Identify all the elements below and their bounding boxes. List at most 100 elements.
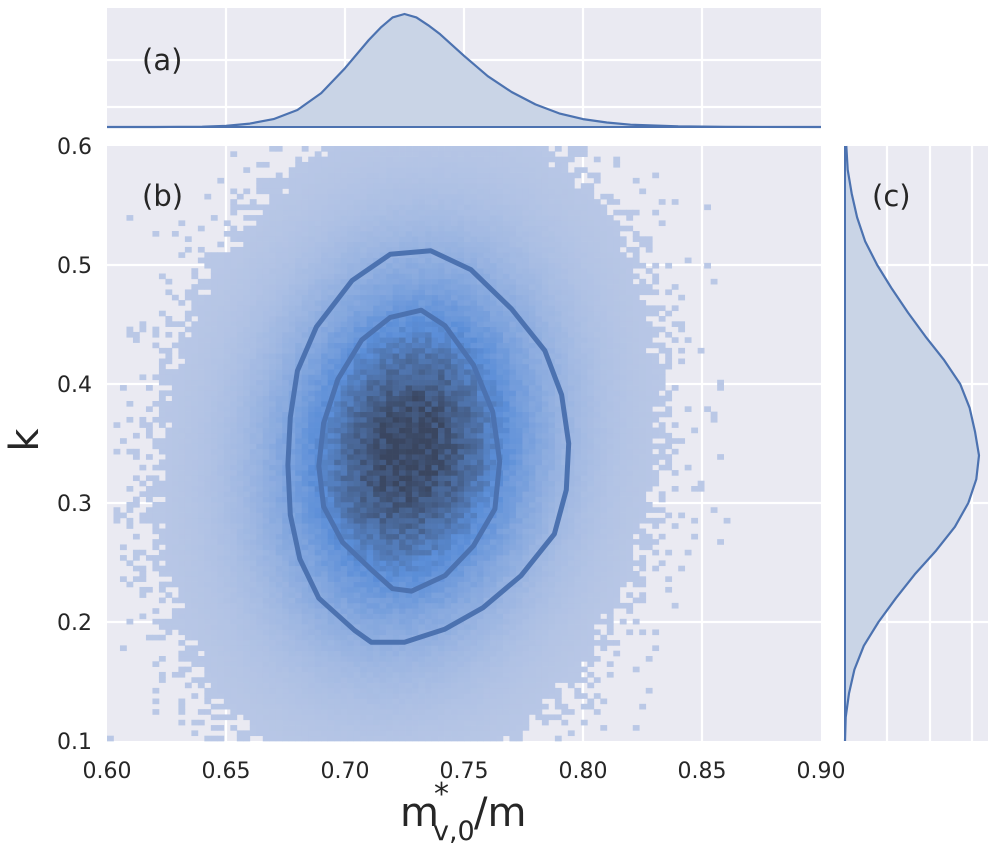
hist2d-bin (438, 602, 445, 609)
hist2d-bin (360, 363, 367, 370)
hist2d-bin (431, 703, 439, 710)
hist2d-bin (204, 549, 212, 556)
hist2d-bin (347, 379, 354, 386)
hist2d-bin (470, 586, 478, 593)
hist2d-bin (444, 671, 452, 678)
hist2d-bin (340, 252, 348, 258)
hist2d-bin (256, 533, 264, 540)
hist2d-bin (269, 241, 277, 248)
hist2d-bin (373, 363, 380, 370)
hist2d-bin (412, 693, 419, 699)
hist2d-bin (269, 262, 277, 269)
hist2d-bin (334, 507, 342, 513)
hist2d-bin (373, 719, 380, 726)
hist2d-bin (386, 353, 393, 359)
hist2d-bin (405, 735, 413, 742)
hist2d-bin (223, 523, 231, 529)
hist2d-bin (412, 146, 419, 152)
hist2d-bin (197, 331, 205, 338)
hist2d-bin (353, 677, 361, 683)
hist2d-bin (314, 156, 322, 163)
hist2d-bin (327, 294, 335, 301)
hist2d-bin (438, 438, 445, 444)
hist2d-bin (295, 156, 303, 163)
hist2d-bin (399, 507, 406, 513)
hist2d-bin (256, 183, 264, 189)
hist2d-bin (236, 682, 244, 689)
hist2d-bin (249, 539, 257, 545)
hist2d-bin (295, 278, 303, 285)
hist2d-bin (230, 501, 238, 508)
hist2d-bin (314, 310, 322, 317)
hist2d-bin (321, 215, 329, 221)
hist2d-bin (249, 576, 257, 582)
hist2d-bin (444, 486, 452, 492)
hist2d-bin (392, 358, 400, 365)
hist2d-bin (353, 193, 361, 200)
hist2d-bin (392, 703, 400, 710)
hist2d-bin (464, 650, 471, 657)
hist2d-bin (249, 252, 257, 258)
hist2d-bin (418, 252, 426, 258)
hist2d-bin (314, 693, 322, 699)
hist2d-bin (262, 661, 270, 667)
hist2d-bin (295, 507, 303, 513)
hist2d-bin (223, 687, 231, 694)
hist2d-bin (217, 576, 225, 582)
hist2d-bin (340, 151, 348, 157)
hist2d-bin (418, 294, 426, 301)
hist2d-bin (399, 326, 406, 333)
hist2d-bin (301, 262, 309, 269)
hist2d-bin (347, 597, 354, 604)
hist2d-bin (217, 597, 225, 604)
hist2d-bin (379, 156, 387, 163)
hist2d-bin (308, 677, 316, 683)
hist2d-bin (308, 161, 316, 168)
hist2d-bin (223, 454, 231, 460)
hist2d-bin (288, 432, 296, 439)
hist2d-bin (197, 629, 205, 636)
hist2d-bin (314, 560, 322, 567)
hist2d-bin (425, 331, 432, 338)
hist2d-bin (327, 358, 335, 365)
hist2d-bin (379, 656, 387, 662)
hist2d-bin (431, 358, 439, 365)
hist2d-bin (275, 629, 283, 636)
hist2d-bin (236, 661, 244, 667)
hist2d-bin (438, 305, 445, 312)
hist2d-bin (262, 268, 270, 274)
hist2d-bin (321, 236, 329, 242)
hist2d-bin (353, 321, 361, 327)
hist2d-bin (178, 353, 186, 359)
hist2d-bin (230, 422, 238, 428)
hist2d-bin (243, 215, 251, 221)
hist2d-bin (217, 693, 225, 699)
hist2d-bin (230, 416, 238, 423)
hist2d-bin (451, 363, 458, 370)
hist2d-bin (399, 347, 406, 354)
hist2d-bin (392, 209, 400, 216)
hist2d-bin (340, 204, 348, 211)
hist2d-bin (230, 645, 238, 652)
hist2d-bin (366, 464, 374, 471)
hist2d-bin (347, 326, 354, 333)
hist2d-bin (204, 331, 212, 338)
hist2d-bin (451, 305, 458, 312)
hist2d-bin (275, 305, 283, 312)
hist2d (107, 146, 731, 742)
hist2d-bin (217, 602, 225, 609)
hist2d-bin (431, 416, 439, 423)
hist2d-bin (386, 454, 393, 460)
hist2d-bin (399, 199, 406, 205)
hist2d-bin (399, 592, 406, 598)
hist2d-bin (464, 177, 471, 184)
hist2d-bin (392, 331, 400, 338)
hist2d-bin (236, 331, 244, 338)
hist2d-bin (431, 177, 439, 184)
hist2d-bin (379, 289, 387, 296)
hist2d-bin (178, 512, 186, 519)
hist2d-bin (165, 544, 173, 551)
hist2d-bin (191, 613, 199, 620)
hist2d-bin (217, 395, 225, 402)
hist2d-bin (373, 199, 380, 205)
